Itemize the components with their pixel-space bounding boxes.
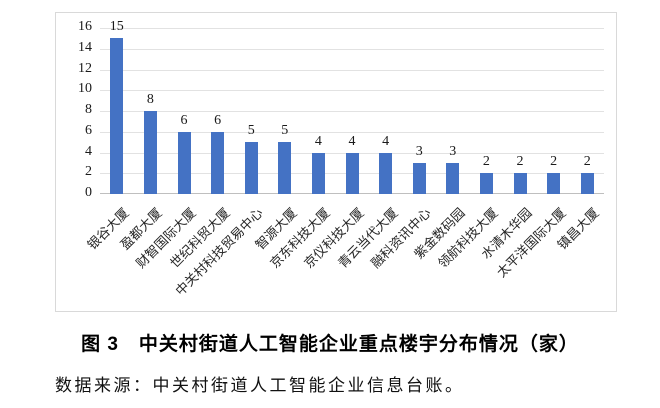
bar: [211, 131, 225, 194]
bar-value-label: 15: [109, 19, 124, 35]
bar-value-label: 8: [146, 92, 154, 107]
y-axis-tick-label: 12: [78, 60, 92, 76]
bar-value-label: 2: [482, 154, 490, 170]
y-axis-tick-label: 0: [85, 185, 92, 200]
bar: [412, 162, 426, 194]
bar-value-label: 6: [180, 112, 188, 128]
bar: [244, 142, 258, 194]
bar-value-label: 3: [415, 143, 423, 159]
data-source-note: 数据来源：中关村街道人工智能企业信息台账。: [55, 376, 465, 395]
bar-value-label: 6: [214, 112, 222, 128]
bar-value-label: 4: [382, 133, 390, 149]
y-axis-tick-label: 6: [85, 122, 92, 138]
bar-value-label: 4: [348, 133, 356, 149]
bar: [513, 173, 527, 194]
chart-panel: 15 8 6 6 5 5 4 4 4 3 3 2 2 2 2 0 2 4 6 8 10 12 14 16 银谷大厦 盈都大厦财…: [55, 12, 617, 312]
bar-value-label: 2: [583, 154, 591, 170]
bar: [311, 152, 325, 194]
bar: [479, 173, 493, 194]
bar: [177, 131, 191, 194]
gridline: [100, 131, 604, 133]
plot-area: 15 8 6 6 5 5 4 4 4 3 3 2 2 2 2: [100, 19, 604, 194]
y-axis-tick-label: 8: [85, 102, 92, 117]
gridline: [100, 90, 604, 92]
bar-value-label: 2: [550, 154, 558, 170]
gridline: [100, 69, 604, 71]
bar: [446, 162, 460, 194]
gridline: [100, 48, 604, 50]
bar: [379, 152, 393, 194]
gridline: [100, 28, 604, 29]
bar: [110, 38, 124, 194]
y-axis-tick-label: 4: [85, 143, 92, 159]
figure-caption: 图 3 中关村街道人工智能企业重点楼宇分布情况（家）: [81, 334, 579, 355]
bar-value-label: 2: [516, 154, 524, 170]
y-axis-tick-label: 10: [78, 81, 92, 97]
bar: [547, 173, 561, 194]
bar: [580, 173, 594, 194]
gridline: [100, 111, 604, 112]
bar-value-label: 4: [314, 133, 322, 149]
bar: [278, 142, 292, 194]
y-axis-tick-label: 16: [78, 19, 92, 34]
bar-value-label: 5: [281, 123, 289, 139]
bar-value-label: 5: [247, 123, 255, 139]
bar-value-label: 3: [449, 143, 457, 159]
y-axis-tick-label: 2: [85, 164, 92, 180]
y-axis-tick-label: 14: [78, 39, 92, 55]
bar: [345, 152, 359, 194]
bar: [143, 111, 157, 194]
